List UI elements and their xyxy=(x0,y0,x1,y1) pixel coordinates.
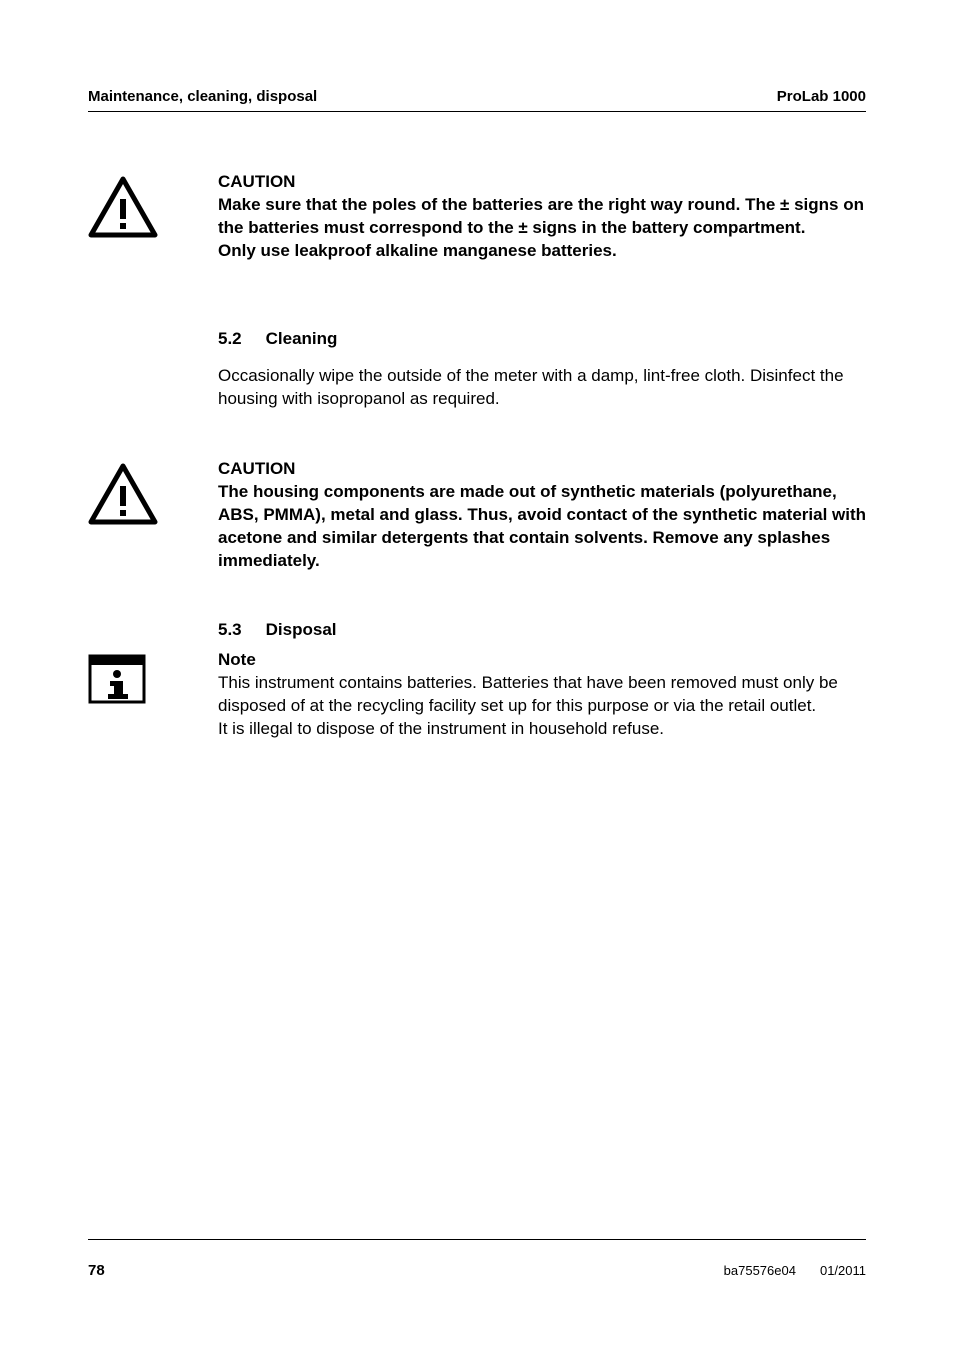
page-number: 78 xyxy=(88,1262,105,1279)
caution-text-column: CAUTION Make sure that the poles of the … xyxy=(218,172,866,263)
caution-label: CAUTION xyxy=(218,172,866,192)
section-heading: 5.3 Disposal xyxy=(218,620,866,640)
section-number: 5.2 xyxy=(218,329,242,349)
caution-label: CAUTION xyxy=(218,459,866,479)
header-section-title: Maintenance, cleaning, disposal xyxy=(88,88,317,105)
icon-column xyxy=(88,459,218,573)
note-block-disposal: Note This instrument contains batteries.… xyxy=(88,650,866,741)
note-body-2: It is illegal to dispose of the instrume… xyxy=(218,718,866,741)
icon-column xyxy=(88,172,218,263)
caution-body-text: The housing components are made out of s… xyxy=(218,481,866,573)
section-title: Disposal xyxy=(266,620,337,639)
header-product-name: ProLab 1000 xyxy=(777,88,866,105)
caution-text-column: CAUTION The housing components are made … xyxy=(218,459,866,573)
footer-doc-code: ba75576e04 xyxy=(724,1263,796,1278)
footer-date: 01/2011 xyxy=(820,1263,866,1278)
info-box-icon xyxy=(88,654,146,704)
footer-right: ba75576e04 01/2011 xyxy=(724,1263,866,1278)
page-header: Maintenance, cleaning, disposal ProLab 1… xyxy=(88,88,866,112)
icon-column xyxy=(88,620,218,640)
caution-block-batteries: CAUTION Make sure that the poles of the … xyxy=(88,172,866,263)
caution-body-text: Make sure that the poles of the batterie… xyxy=(218,194,866,263)
section-title: Cleaning xyxy=(266,329,338,348)
warning-triangle-icon xyxy=(88,176,158,238)
section-heading: 5.2 Cleaning xyxy=(218,329,866,349)
section-number: 5.3 xyxy=(218,620,242,640)
warning-triangle-icon xyxy=(88,463,158,525)
section-5-2: 5.2 Cleaning Occasionally wipe the outsid… xyxy=(88,329,866,411)
page-footer: 78 ba75576e04 01/2011 xyxy=(88,1239,866,1279)
icon-column xyxy=(88,329,218,411)
section-body: Occasionally wipe the outside of the met… xyxy=(218,365,866,411)
note-label: Note xyxy=(218,650,866,670)
note-text-column: Note This instrument contains batteries.… xyxy=(218,650,866,741)
section-text-column: 5.3 Disposal xyxy=(218,620,866,640)
note-body-1: This instrument contains batteries. Batt… xyxy=(218,672,866,718)
section-text-column: 5.2 Cleaning Occasionally wipe the outsid… xyxy=(218,329,866,411)
caution-block-housing: CAUTION The housing components are made … xyxy=(88,459,866,573)
section-5-3: 5.3 Disposal xyxy=(88,620,866,640)
icon-column xyxy=(88,650,218,741)
